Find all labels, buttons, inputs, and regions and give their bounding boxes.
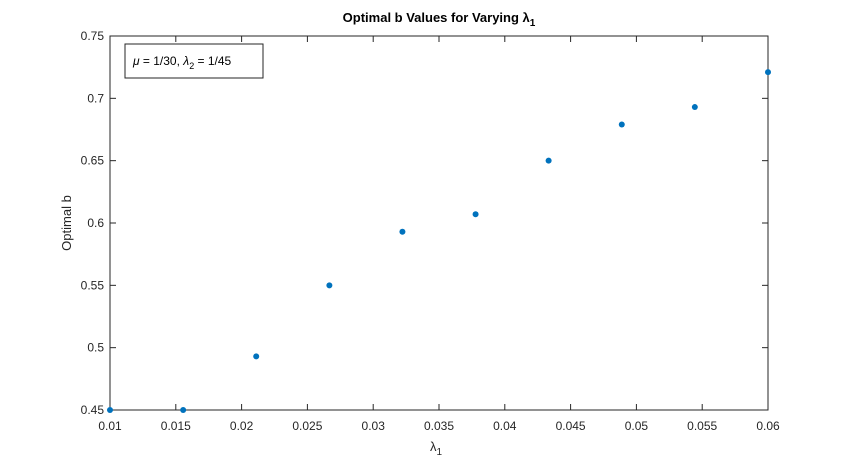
data-series	[107, 69, 771, 413]
x-axis: 0.01 0.015 0.02 0.025 0.03 0.035 0.04 0.045 0.05…	[98, 36, 780, 433]
annotation-mu: μ	[132, 54, 140, 68]
annotation-frame	[124, 43, 264, 79]
x-axis-label: λ1	[430, 439, 443, 458]
x-tick-label: 0.045	[556, 419, 586, 433]
chart-title: Optimal b Values for Varying λ1	[343, 10, 536, 29]
y-tick-label: 0.45	[81, 403, 105, 417]
x-tick-label: 0.025	[292, 419, 322, 433]
y-tick-label: 0.55	[81, 278, 105, 292]
x-tick-label: 0.015	[161, 419, 191, 433]
data-point	[472, 211, 479, 218]
y-tick-label: 0.65	[81, 154, 105, 168]
x-tick-label: 0.06	[756, 419, 780, 433]
y-axis: 0.45 0.5 0.55 0.6 0.65 0.7 0.75	[81, 29, 768, 417]
data-point	[545, 157, 552, 164]
data-point	[618, 121, 625, 128]
data-point	[326, 282, 333, 289]
x-tick-label: 0.01	[98, 419, 122, 433]
x-tick-label: 0.03	[362, 419, 386, 433]
y-axis-label: Optimal b	[59, 195, 74, 251]
chart-title-subscript: 1	[530, 18, 536, 29]
x-axis-label-subscript: 1	[436, 447, 442, 458]
x-tick-label: 0.055	[687, 419, 717, 433]
data-point	[691, 104, 698, 111]
x-tick-label: 0.02	[230, 419, 254, 433]
y-tick-label: 0.5	[87, 341, 104, 355]
x-tick-label: 0.05	[625, 419, 649, 433]
x-tick-label: 0.035	[424, 419, 454, 433]
x-tick-label: 0.04	[493, 419, 517, 433]
y-tick-label: 0.7	[87, 91, 104, 105]
annotation-lambda: λ	[182, 54, 189, 68]
plot-area	[109, 35, 769, 411]
x-axis-label-text: λ	[430, 439, 437, 454]
y-tick-label: 0.75	[81, 29, 105, 43]
data-point	[180, 407, 187, 413]
annotation-text: μ = 1/30, λ2 = 1/45	[132, 54, 232, 71]
y-tick-label: 0.6	[87, 216, 104, 230]
data-point	[399, 228, 406, 235]
data-point	[765, 69, 771, 76]
annotation-mu-value: = 1/30,	[140, 54, 184, 68]
chart-title-text: Optimal b Values for Varying λ	[343, 10, 531, 25]
annotation-lambda-subscript: 2	[189, 61, 194, 71]
data-point	[253, 353, 260, 360]
annotation-lambda-value: = 1/45	[194, 54, 231, 68]
data-point	[107, 407, 113, 413]
annotation-box: μ = 1/30, λ2 = 1/45	[124, 43, 264, 79]
